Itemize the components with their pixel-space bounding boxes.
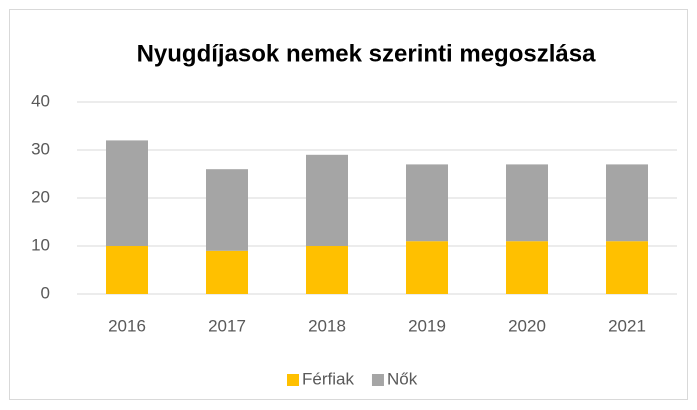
bar-segment	[206, 250, 248, 294]
x-tick-label: 2021	[608, 316, 646, 335]
x-tick-label: 2018	[308, 316, 346, 335]
y-tick-label: 30	[31, 139, 50, 158]
y-tick-label: 10	[31, 235, 50, 254]
legend-label: Nők	[387, 369, 418, 388]
bar-segment	[606, 164, 648, 242]
bar-segment	[306, 246, 348, 294]
bar-segment	[506, 241, 548, 294]
x-tick-label: 2017	[208, 316, 246, 335]
x-tick-label: 2019	[408, 316, 446, 335]
legend-label: Férfiak	[302, 369, 354, 388]
x-tick-label: 2016	[108, 316, 146, 335]
bar-segment	[406, 241, 448, 294]
bar-segment	[206, 169, 248, 251]
bar-segment	[306, 154, 348, 246]
legend-swatch	[371, 374, 384, 386]
chart-title: Nyugdíjasok nemek szerinti megoszlása	[137, 40, 596, 67]
x-tick-label: 2020	[508, 316, 546, 335]
bar-segment	[406, 164, 448, 242]
bar-segment	[606, 241, 648, 294]
bar-segment	[106, 140, 148, 246]
y-tick-label: 0	[41, 283, 50, 302]
legend-swatch	[287, 374, 299, 386]
y-tick-label: 40	[31, 91, 50, 110]
bar-segment	[506, 164, 548, 242]
y-tick-label: 20	[31, 187, 50, 206]
bar-segment	[106, 246, 148, 294]
